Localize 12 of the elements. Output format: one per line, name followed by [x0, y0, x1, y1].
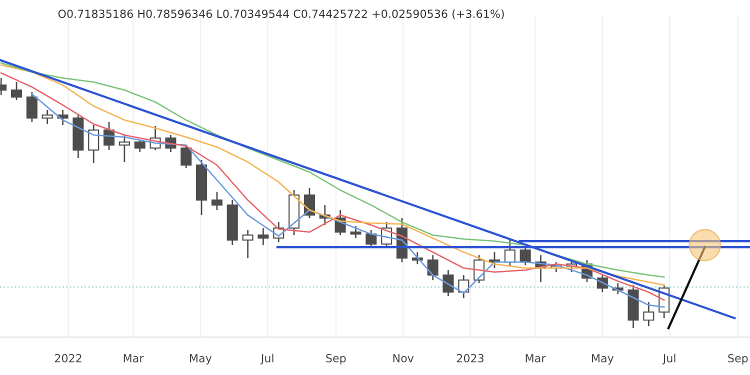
x-tick-label: May — [190, 354, 212, 365]
x-tick-label: Jul — [662, 354, 676, 364]
x-tick-label: 2023 — [456, 354, 484, 362]
x-tick-label: Mar — [526, 354, 546, 362]
x-tick-label: May — [592, 354, 614, 365]
x-tick-label: 2022 — [54, 354, 82, 362]
x-tick-label: Sep — [326, 354, 346, 365]
x-tick-label: Jul — [260, 354, 274, 364]
x-tick-label: Sep — [728, 354, 748, 365]
x-tick-label: Nov — [393, 354, 414, 362]
text: O0.71835186 H0.78596346 L0.70349544 C0.74425722 +0.02590536 (+3.61%) — [58, 9, 504, 20]
x-tick-label: Mar — [124, 354, 144, 362]
